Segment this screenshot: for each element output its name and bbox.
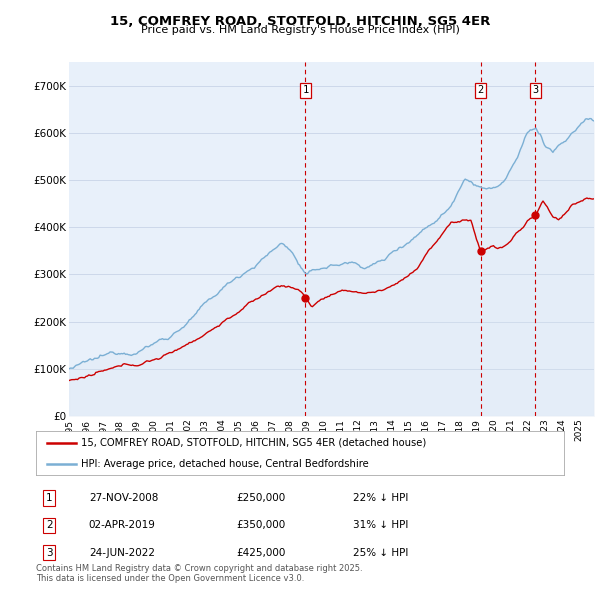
Text: 02-APR-2019: 02-APR-2019 [89,520,155,530]
Text: 27-NOV-2008: 27-NOV-2008 [89,493,158,503]
Text: 22% ↓ HPI: 22% ↓ HPI [353,493,408,503]
Text: 3: 3 [532,86,539,95]
Text: 2: 2 [478,86,484,95]
Text: £425,000: £425,000 [236,548,286,558]
Text: Contains HM Land Registry data © Crown copyright and database right 2025.
This d: Contains HM Land Registry data © Crown c… [36,563,362,583]
Text: HPI: Average price, detached house, Central Bedfordshire: HPI: Average price, detached house, Cent… [81,459,368,469]
Text: 31% ↓ HPI: 31% ↓ HPI [353,520,408,530]
Text: £350,000: £350,000 [236,520,286,530]
Text: £250,000: £250,000 [236,493,286,503]
Text: 2: 2 [46,520,53,530]
Text: 1: 1 [302,86,308,95]
Text: 24-JUN-2022: 24-JUN-2022 [89,548,155,558]
Text: 1: 1 [46,493,53,503]
Text: Price paid vs. HM Land Registry's House Price Index (HPI): Price paid vs. HM Land Registry's House … [140,25,460,35]
Text: 15, COMFREY ROAD, STOTFOLD, HITCHIN, SG5 4ER (detached house): 15, COMFREY ROAD, STOTFOLD, HITCHIN, SG5… [81,438,426,448]
Text: 3: 3 [46,548,53,558]
Text: 25% ↓ HPI: 25% ↓ HPI [353,548,408,558]
Text: 15, COMFREY ROAD, STOTFOLD, HITCHIN, SG5 4ER: 15, COMFREY ROAD, STOTFOLD, HITCHIN, SG5… [110,15,490,28]
